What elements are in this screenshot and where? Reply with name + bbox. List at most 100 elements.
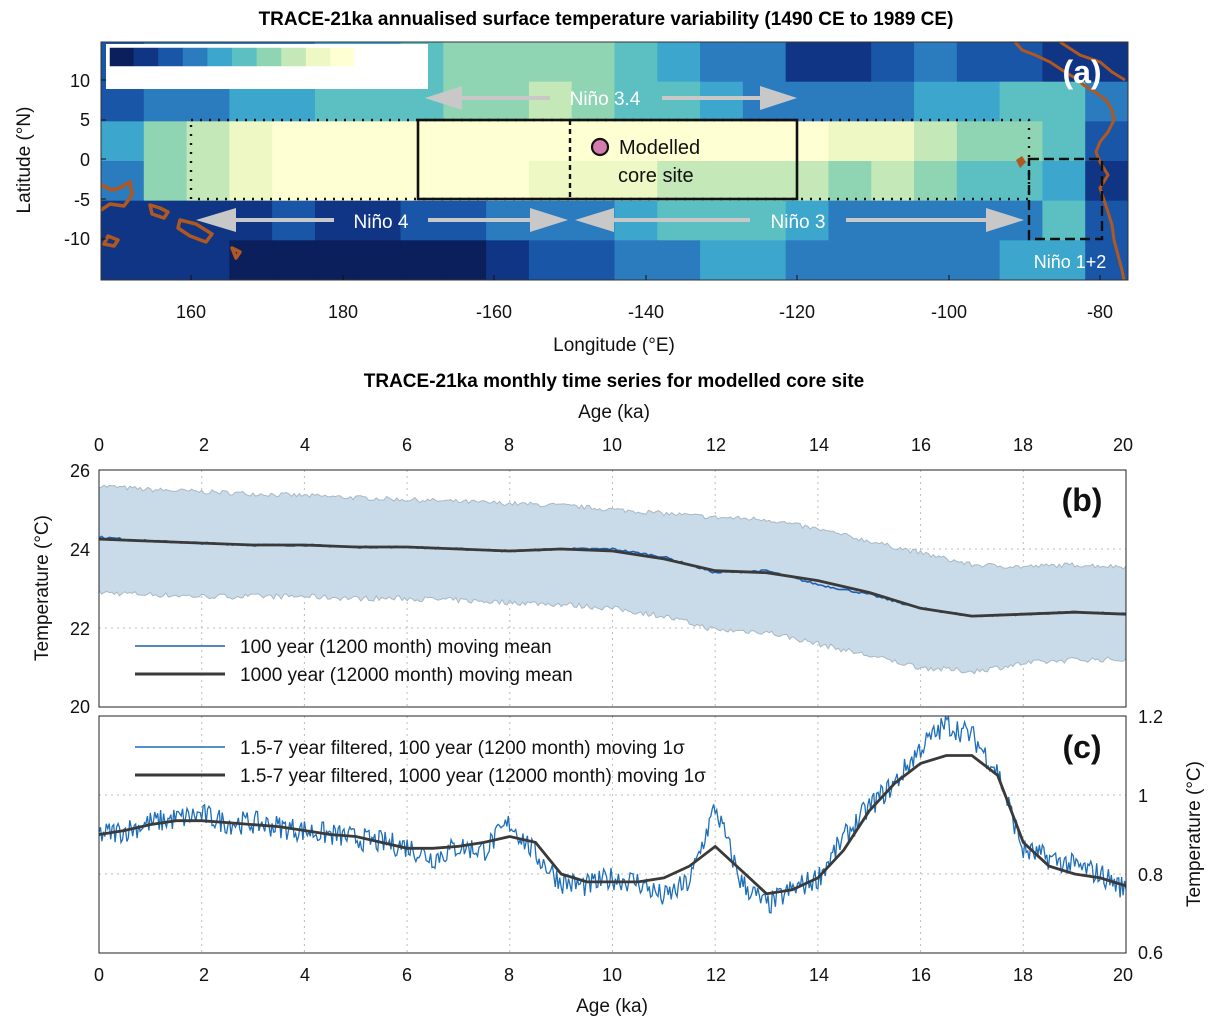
colorbar-tick-1: 0.4 xyxy=(188,73,209,90)
heatmap-cell xyxy=(914,81,958,122)
legend-b-label-0: 100 year (1200 month) moving mean xyxy=(240,637,552,658)
heatmap-cell xyxy=(828,42,872,83)
panel-b-y-axis: 20 22 24 26 xyxy=(70,461,90,717)
colorbar-tick-2: 0.6 xyxy=(276,73,297,90)
nino4-label: Niño 4 xyxy=(354,212,409,233)
top-xtick-4: 8 xyxy=(504,435,514,455)
xtick-5: 10 xyxy=(602,965,622,985)
series-c-1000yr-sigma xyxy=(99,754,1126,896)
heatmap-cell xyxy=(314,161,359,202)
heatmap-cell xyxy=(956,240,1001,280)
heatmap-cell xyxy=(785,121,830,162)
heatmap-cell xyxy=(101,240,145,280)
panel-a-xlabel: Longitude (°E) xyxy=(553,335,675,356)
heatmap-cell xyxy=(956,121,1001,162)
xtick-9: 18 xyxy=(1013,965,1033,985)
heatmap-cell xyxy=(1042,121,1086,162)
panel-a-xtick-4: -120 xyxy=(779,302,815,322)
heatmap-cell xyxy=(914,42,958,83)
colorbar-swatch xyxy=(232,47,258,67)
xtick-0: 0 xyxy=(94,965,104,985)
panel-a-ytick-2: 0 xyxy=(80,150,90,170)
land-outline-south-america xyxy=(1013,42,1126,280)
heatmap-cell xyxy=(357,240,402,280)
legend-b-label-1: 1000 year (12000 month) moving mean xyxy=(240,665,573,686)
heatmap-cell xyxy=(700,161,744,202)
colorbar: 1σ (°C) 0.2 0.4 0.6 0.75 xyxy=(106,44,428,90)
panel-a-x-axis: 160 180 -160 -140 -120 -100 -80 xyxy=(176,302,1113,322)
nino34-label: Niño 3.4 xyxy=(570,89,641,110)
heatmap-cell xyxy=(571,42,616,83)
nino3-label: Niño 3 xyxy=(771,212,826,233)
top-xtick-0: 0 xyxy=(94,435,104,455)
heatmap-cell xyxy=(1085,161,1128,202)
heatmap-cell xyxy=(101,121,145,162)
panel-a-y-axis: 10 5 0 -5 -10 xyxy=(64,71,90,249)
panel-a-ytick-0: 10 xyxy=(70,71,90,91)
panel-b-label: (b) xyxy=(1062,482,1103,518)
top-xtick-1: 2 xyxy=(199,435,209,455)
heatmap-cell xyxy=(871,42,915,83)
heatmap-cell xyxy=(186,161,230,202)
panel-c-ylabel: Temperature (°C) xyxy=(1184,761,1205,907)
panel-a-ytick-marks xyxy=(101,79,106,240)
legend-c-label-0: 1.5-7 year filtered, 100 year (1200 mont… xyxy=(240,738,685,759)
panel-b-ytick-2: 24 xyxy=(70,540,90,560)
heatmap-cell xyxy=(186,121,230,162)
panel-a-title: TRACE-21ka annualised surface temperatur… xyxy=(259,9,954,30)
colorbar-swatch xyxy=(256,47,282,67)
heatmap-cell xyxy=(828,240,872,280)
panel-a-xtick-5: -100 xyxy=(931,302,967,322)
nino3-arrow xyxy=(575,208,1024,232)
heatmap-cell xyxy=(657,81,701,122)
xtick-2: 4 xyxy=(300,965,310,985)
heatmap-cell xyxy=(357,200,402,241)
heatmap-cell xyxy=(1085,121,1128,162)
colorbar-title: 1σ (°C) xyxy=(359,51,414,70)
top-xtick-3: 6 xyxy=(402,435,412,455)
panel-c-x-axis: 0 2 4 6 8 10 12 14 16 18 20 xyxy=(94,965,1133,985)
heatmap-cell xyxy=(443,161,487,202)
heatmap-cell xyxy=(1042,240,1086,280)
panel-a-xtick-6: -80 xyxy=(1087,302,1113,322)
heatmap-cell xyxy=(443,121,487,162)
core-site-label-line1: Modelled xyxy=(619,137,700,159)
panel-c-plot xyxy=(99,716,1126,914)
xtick-4: 8 xyxy=(504,965,514,985)
panel-c-ytick-3: 1.2 xyxy=(1138,707,1163,727)
xtick-7: 14 xyxy=(809,965,829,985)
heatmap-cell xyxy=(400,161,444,202)
top-xtick-10: 20 xyxy=(1113,435,1133,455)
panel-a-ylabel: Latitude (°N) xyxy=(14,107,35,214)
panel-c-ytick-0: 0.6 xyxy=(1138,943,1163,963)
panel-a-ytick-3: -5 xyxy=(74,190,90,210)
heatmap-cell xyxy=(914,240,958,280)
heatmap-cell xyxy=(486,81,530,122)
series-b-1000yr-mean xyxy=(99,537,1126,618)
heatmap-cell xyxy=(657,121,701,162)
xtick-6: 12 xyxy=(706,965,726,985)
heatmap-cell xyxy=(486,161,530,202)
heatmap-cell xyxy=(528,81,573,122)
xtick-8: 16 xyxy=(911,965,931,985)
heatmap-cell xyxy=(443,42,487,83)
panel-b-ytick-3: 26 xyxy=(70,461,90,481)
colorbar-swatch xyxy=(182,47,208,67)
top-xtick-2: 4 xyxy=(300,435,310,455)
heatmap-cell xyxy=(700,121,744,162)
heatmap-cell xyxy=(571,240,616,280)
heatmap-cell xyxy=(357,121,402,162)
colorbar-tick-3: 0.75 xyxy=(338,73,367,90)
heatmap-cell xyxy=(742,42,787,83)
colorbar-tick-0: 0.2 xyxy=(111,73,132,90)
heatmap-cell xyxy=(828,81,872,122)
heatmap-cell xyxy=(1085,42,1128,83)
heatmap-cell xyxy=(400,121,444,162)
heatmap-cell xyxy=(1042,81,1086,122)
xtick-1: 2 xyxy=(199,965,209,985)
heatmap-cell xyxy=(357,161,402,202)
heatmap-cell xyxy=(785,81,830,122)
heatmap-cell xyxy=(272,161,316,202)
heatmap-cell xyxy=(614,240,658,280)
panel-a-xtick-2: -160 xyxy=(476,302,512,322)
